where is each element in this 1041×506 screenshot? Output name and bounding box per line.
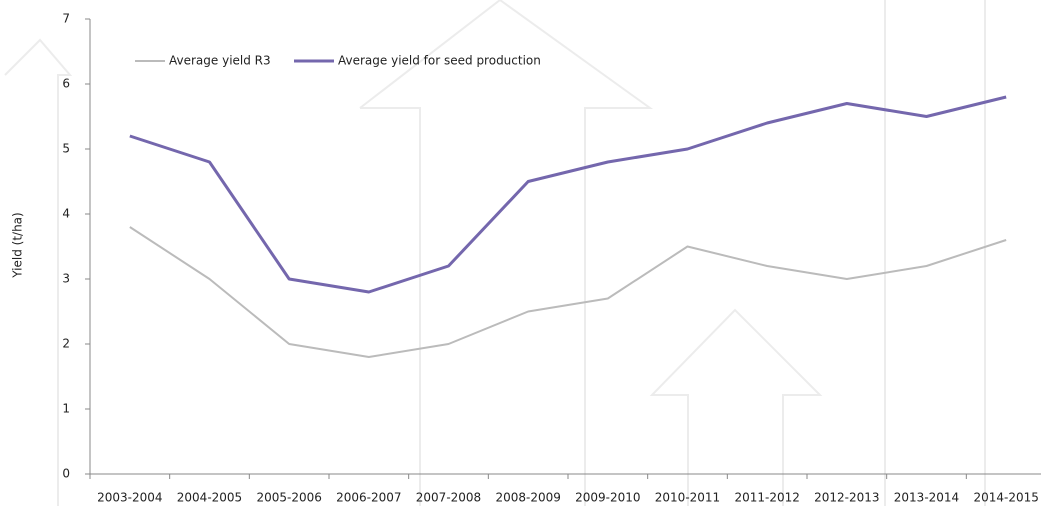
series-line — [129, 95, 1007, 294]
y-tick-label: 6 — [62, 77, 70, 91]
watermark-arrow — [360, 107, 421, 506]
x-tick-label: 2012-2013 — [814, 491, 879, 505]
watermark — [4, 0, 986, 506]
y-tick-label: 3 — [62, 272, 70, 286]
x-tick-label: 2013-2014 — [894, 491, 959, 505]
legend-label: Average yield R3 — [169, 54, 271, 68]
y-tick-label: 4 — [62, 207, 70, 221]
x-tick-label: 2006-2007 — [336, 491, 401, 505]
watermark-arrow — [359, 0, 654, 506]
x-tick-label: 2007-2008 — [416, 491, 481, 505]
y-tick-label: 5 — [62, 142, 70, 156]
legend-label: Average yield for seed production — [338, 54, 541, 68]
y-tick-label: 1 — [62, 402, 70, 416]
y-tick-label: 7 — [62, 12, 70, 26]
watermark-arrow — [649, 308, 823, 506]
x-tick-label: 2008-2009 — [495, 491, 560, 505]
y-tick-label: 0 — [62, 467, 70, 481]
y-axis-label: Yield (t/ha) — [11, 212, 25, 278]
x-tick-label: 2010-2011 — [655, 491, 720, 505]
x-tick-label: 2011-2012 — [734, 491, 799, 505]
y-tick-label: 2 — [62, 337, 70, 351]
x-tick-label: 2014-2015 — [973, 491, 1038, 505]
x-tick-label: 2003-2004 — [97, 491, 162, 505]
series-line — [129, 226, 1007, 358]
x-tick-label: 2009-2010 — [575, 491, 640, 505]
watermark-arrow — [4, 38, 73, 506]
x-tick-label: 2005-2006 — [256, 491, 321, 505]
x-tick-label: 2004-2005 — [177, 491, 242, 505]
